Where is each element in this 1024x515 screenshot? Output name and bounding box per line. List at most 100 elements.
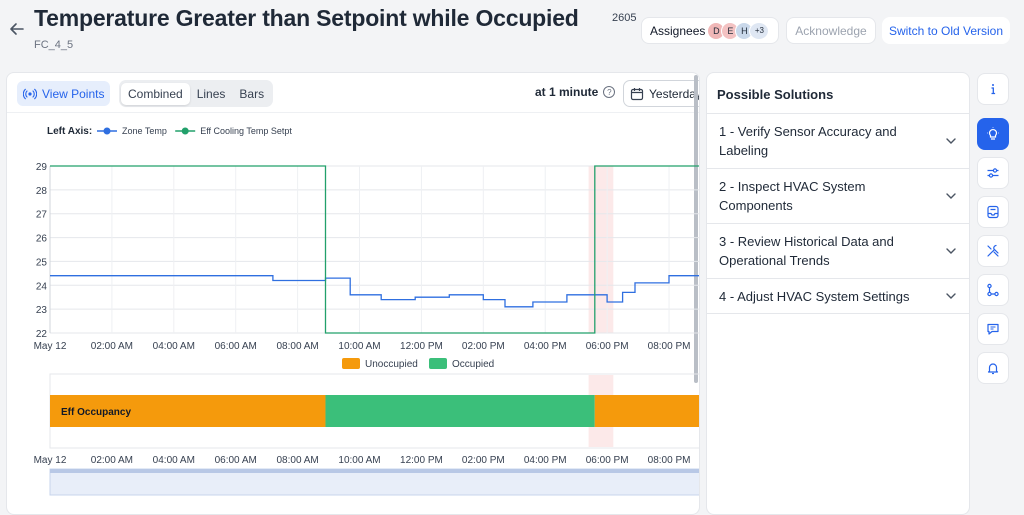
sliders-icon — [987, 168, 999, 178]
chevron-down-icon — [946, 138, 956, 144]
info-icon — [991, 84, 996, 95]
solution-item[interactable]: 2 - Inspect HVAC System Components — [707, 169, 969, 224]
y-tick-label: 25 — [36, 257, 48, 268]
y-tick-label: 26 — [36, 234, 48, 245]
view-points-label: View Points — [42, 86, 105, 101]
series-line — [50, 275, 699, 308]
highlight-band — [588, 166, 614, 333]
workflow-rail-button[interactable] — [977, 274, 1009, 306]
x-tick-label: 08:00 AM — [276, 455, 318, 466]
workflow-icon — [987, 283, 999, 297]
solutions-title: Possible Solutions — [717, 87, 834, 102]
x-tick-label: 02:00 AM — [91, 341, 133, 352]
more-assignees-badge: +3 — [749, 21, 770, 40]
legend-entry: Occupied — [452, 359, 494, 370]
help-icon[interactable]: ? — [603, 86, 616, 98]
solution-item[interactable]: 1 - Verify Sensor Accuracy and Labeling — [707, 114, 969, 169]
view-points-button[interactable]: View Points — [17, 81, 110, 106]
comments-rail-button[interactable] — [977, 313, 1009, 345]
broadcast-icon — [23, 88, 37, 99]
x-tick-label: 06:00 AM — [215, 455, 257, 466]
chart-mode-toggle: Combined Lines Bars — [119, 80, 274, 107]
x-tick-label: 10:00 AM — [338, 341, 380, 352]
y-tick-label: 29 — [36, 162, 48, 173]
legend-entry: Unoccupied — [365, 359, 418, 370]
acknowledge-button[interactable]: Acknowledge — [786, 17, 876, 44]
y-tick-label: 23 — [36, 305, 48, 316]
solutions-panel: Possible Solutions 1 - Verify Sensor Acc… — [706, 72, 970, 515]
range-navigator — [49, 468, 699, 496]
interval-label: at 1 minute — [535, 85, 599, 99]
axis-label: Left Axis: — [47, 126, 92, 137]
x-tick-label: 04:00 PM — [524, 341, 567, 352]
chart-toolbar: View Points Combined Lines Bars at 1 min… — [7, 73, 699, 113]
legend-swatch — [342, 358, 360, 369]
bar-series-label: Eff Occupancy — [61, 407, 131, 418]
x-tick-label: 04:00 AM — [153, 455, 195, 466]
x-tick-label: 06:00 PM — [586, 455, 629, 466]
inbox-rail-button[interactable] — [977, 196, 1009, 228]
x-tick-label: May 12 — [34, 341, 67, 352]
assignees-label: Assignees — [650, 23, 706, 38]
mode-lines-button[interactable]: Lines — [196, 86, 226, 101]
solution-label: 4 - Adjust HVAC System Settings — [719, 288, 910, 304]
solutions-rail-button[interactable] — [977, 118, 1009, 150]
y-tick-label: 28 — [36, 186, 48, 197]
x-tick-label: 08:00 PM — [648, 455, 691, 466]
x-tick-label: 04:00 PM — [524, 455, 567, 466]
calendar-icon — [630, 87, 644, 100]
x-tick-label: 12:00 PM — [400, 341, 443, 352]
date-range-button[interactable]: Yesterday — [623, 80, 700, 107]
occupancy-bar — [50, 395, 326, 427]
x-tick-label: 02:00 AM — [91, 455, 133, 466]
y-tick-label: 22 — [36, 329, 48, 340]
tools-rail-button[interactable] — [977, 235, 1009, 267]
page-title: Temperature Greater than Setpoint while … — [34, 5, 579, 31]
solution-label: 3 - Review Historical Data and Operation… — [719, 234, 894, 268]
x-tick-label: 02:00 PM — [462, 341, 505, 352]
settings-rail-button[interactable] — [977, 157, 1009, 189]
occurrence-count: 2605 — [612, 12, 637, 24]
solution-item[interactable]: 4 - Adjust HVAC System Settings — [707, 279, 969, 314]
bell-icon — [987, 363, 999, 375]
x-tick-label: 04:00 AM — [153, 341, 195, 352]
x-tick-label: 10:00 AM — [338, 455, 380, 466]
series-line — [50, 165, 699, 334]
chevron-down-icon — [946, 248, 956, 254]
y-tick-label: 27 — [36, 210, 48, 221]
interval-indicator: at 1 minute ? — [535, 85, 616, 99]
legend-entry: Eff Cooling Temp Setpt — [200, 126, 292, 136]
chart-scrollbar[interactable] — [694, 75, 698, 383]
date-range-label: Yesterday — [649, 86, 700, 101]
mode-combined-button[interactable]: Combined — [121, 82, 190, 105]
tools-icon — [987, 244, 999, 257]
x-tick-label: May 12 — [34, 455, 67, 466]
x-tick-label: 06:00 PM — [586, 341, 629, 352]
y-tick-label: 24 — [36, 281, 48, 292]
legend-marker — [181, 127, 189, 135]
x-tick-label: 02:00 PM — [462, 455, 505, 466]
legend-swatch — [429, 358, 447, 369]
chart-area: Left Axis: Zone Temp Eff Cooling Temp Setp… — [34, 126, 699, 496]
switch-old-version-button[interactable]: Switch to Old Version — [882, 17, 1010, 44]
chat-icon — [987, 323, 999, 335]
solution-label: 2 - Inspect HVAC System Components — [719, 179, 866, 213]
occupancy-bar — [594, 395, 699, 427]
chart-panel: View Points Combined Lines Bars at 1 min… — [6, 72, 700, 515]
range-navigator-handle — [50, 469, 699, 473]
occupancy-bar — [325, 395, 595, 427]
x-tick-label: 12:00 PM — [400, 455, 443, 466]
mode-bars-button[interactable]: Bars — [239, 86, 265, 101]
back-arrow-icon[interactable] — [8, 20, 26, 38]
solution-item[interactable]: 3 - Review Historical Data and Operation… — [707, 224, 969, 279]
info-rail-button[interactable] — [977, 73, 1009, 105]
inbox-icon — [987, 205, 999, 219]
alerts-rail-button[interactable] — [977, 352, 1009, 384]
solution-label: 1 - Verify Sensor Accuracy and Labeling — [719, 124, 897, 158]
divider — [707, 113, 969, 114]
x-tick-label: 06:00 AM — [215, 341, 257, 352]
lightbulb-icon — [987, 127, 999, 140]
x-tick-label: 08:00 AM — [276, 341, 318, 352]
assignees-button[interactable]: Assignees D E H +3 — [641, 17, 779, 44]
chevron-down-icon — [946, 293, 956, 299]
